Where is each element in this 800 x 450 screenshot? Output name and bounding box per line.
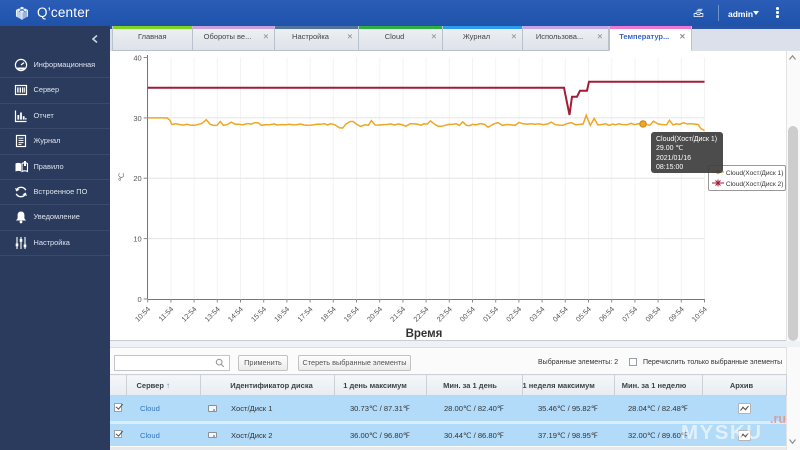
svg-text:10:54: 10:54: [133, 305, 152, 324]
svg-text:07:54: 07:54: [620, 305, 639, 324]
svg-text:11:54: 11:54: [157, 305, 176, 324]
svg-text:13:54: 13:54: [203, 305, 222, 324]
svg-text:0: 0: [138, 295, 142, 304]
svg-text:18:54: 18:54: [319, 305, 338, 324]
svg-text:16:54: 16:54: [272, 305, 291, 324]
svg-text:20:54: 20:54: [365, 305, 384, 324]
svg-text:02:54: 02:54: [504, 305, 523, 324]
svg-text:00:54: 00:54: [458, 305, 477, 324]
svg-text:19:54: 19:54: [342, 305, 361, 324]
svg-text:40: 40: [133, 54, 141, 63]
svg-text:23:54: 23:54: [435, 305, 454, 324]
svg-text:10: 10: [133, 235, 141, 244]
svg-text:10:54: 10:54: [690, 305, 709, 324]
svg-text:20: 20: [133, 174, 141, 183]
svg-text:14:54: 14:54: [226, 305, 245, 324]
svg-text:22:54: 22:54: [411, 305, 430, 324]
svg-text:09:54: 09:54: [667, 305, 686, 324]
svg-text:Время: Время: [406, 328, 443, 340]
svg-text:℃: ℃: [117, 172, 126, 181]
svg-text:12:54: 12:54: [179, 305, 198, 324]
svg-text:03:54: 03:54: [527, 305, 546, 324]
svg-text:01:54: 01:54: [481, 305, 500, 324]
svg-text:15:54: 15:54: [249, 305, 268, 324]
svg-text:06:54: 06:54: [597, 305, 616, 324]
svg-text:04:54: 04:54: [551, 305, 570, 324]
svg-text:08:54: 08:54: [643, 305, 662, 324]
svg-text:21:54: 21:54: [388, 305, 407, 324]
svg-text:05:54: 05:54: [574, 305, 593, 324]
svg-text:30: 30: [133, 114, 141, 123]
svg-text:17:54: 17:54: [295, 305, 314, 324]
